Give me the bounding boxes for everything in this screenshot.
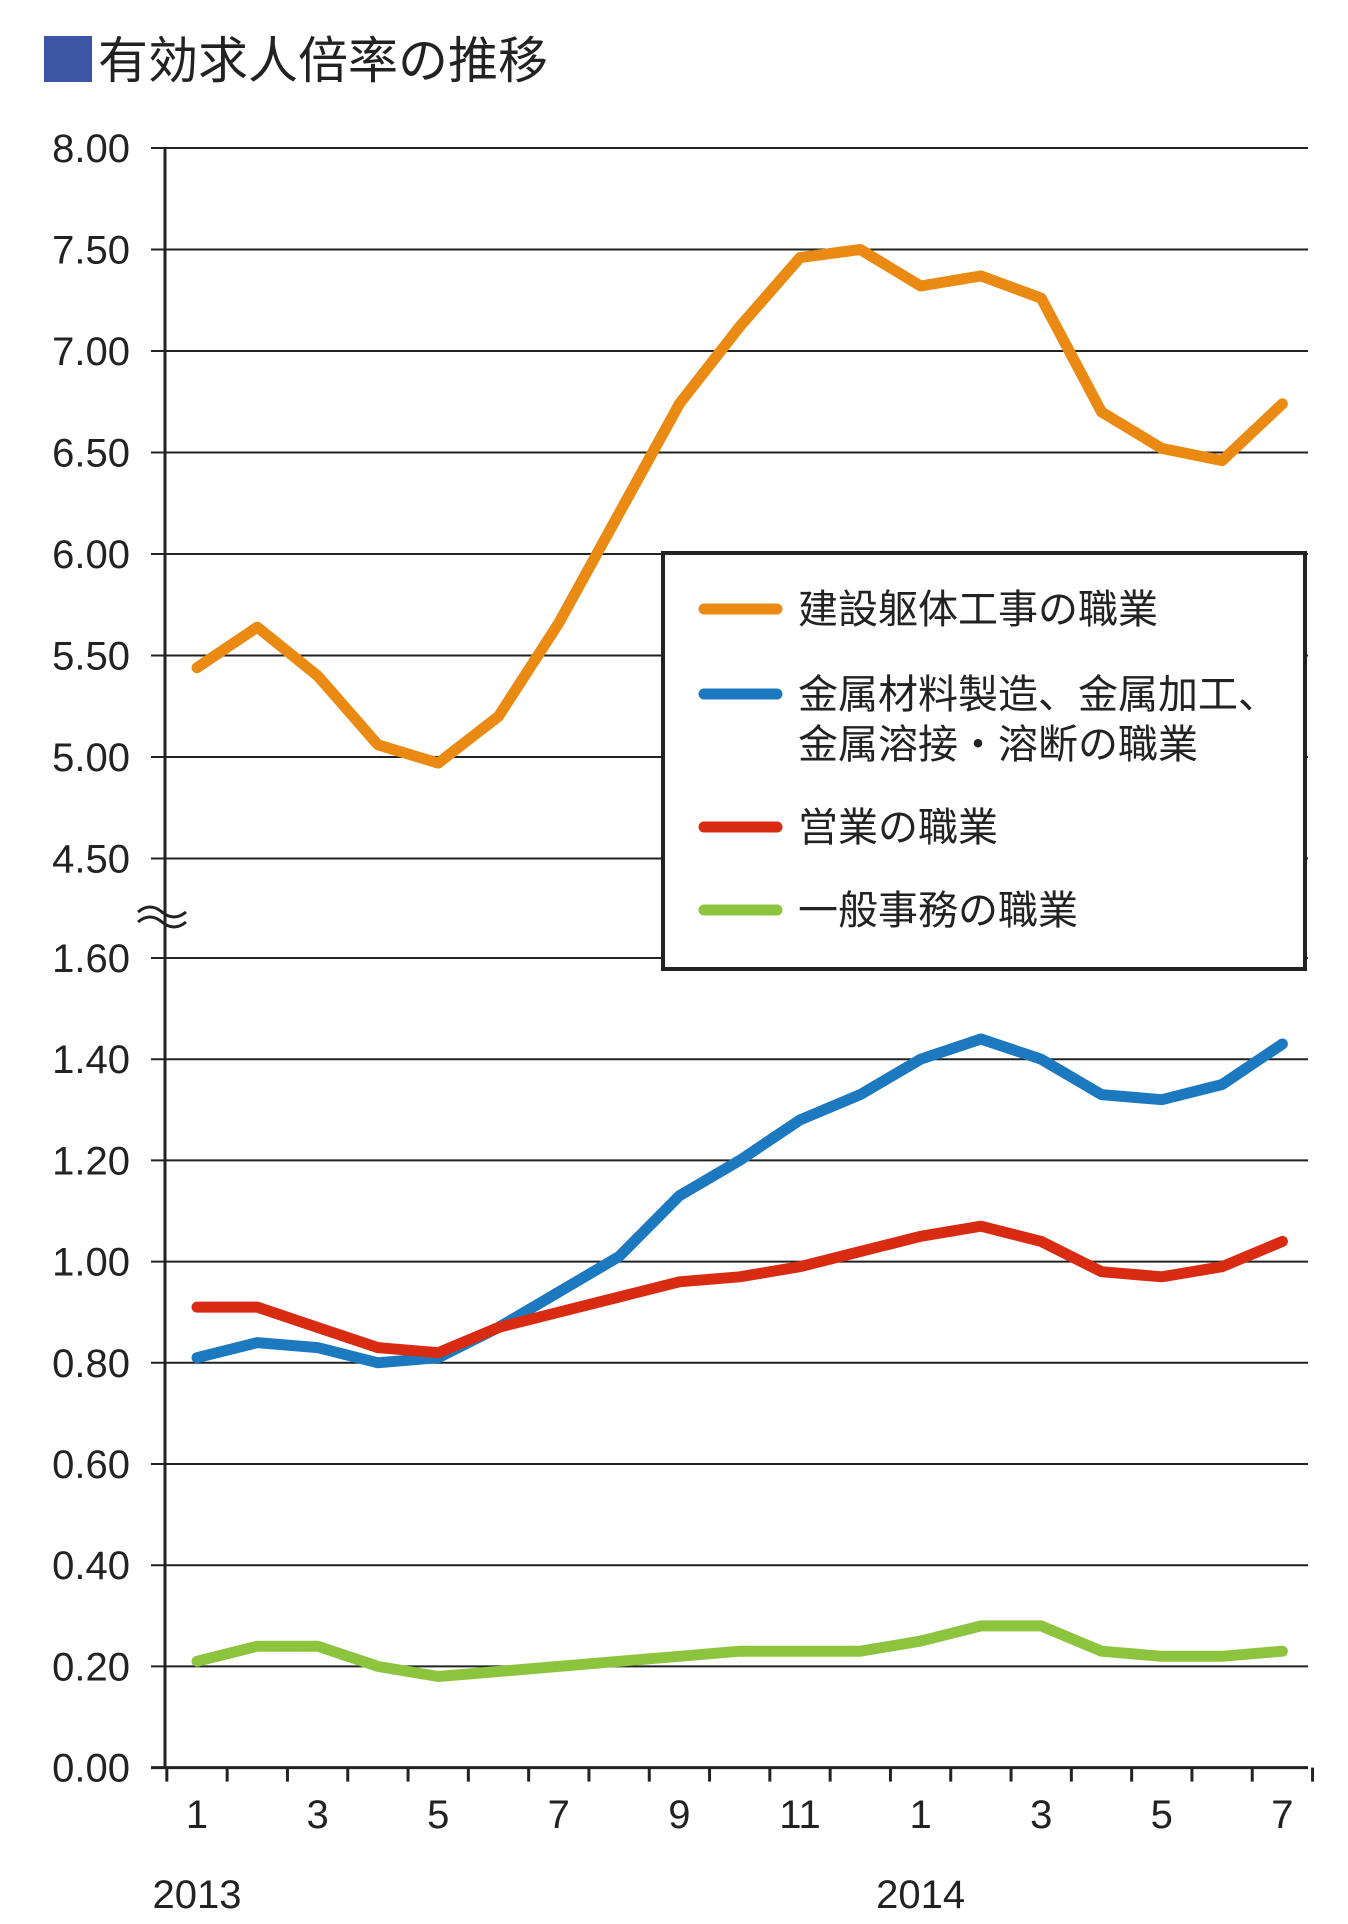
y-tick-label: 1.00	[52, 1241, 130, 1285]
x-year-label: 2013	[153, 1873, 242, 1917]
x-tick-label: 11	[779, 1793, 821, 1837]
y-tick-label: 8.00	[52, 127, 130, 171]
y-tick-label: 4.50	[52, 838, 130, 882]
x-tick-label: 7	[548, 1793, 570, 1837]
legend-label: 金属材料製造、金属加工、金属溶接・溶断の職業	[798, 672, 1278, 768]
y-tick-label: 1.20	[52, 1139, 130, 1183]
y-tick-label: 5.50	[52, 635, 130, 679]
series-line-3	[191, 1220, 1288, 1359]
series-line-2	[191, 1033, 1288, 1369]
x-tick-label: 3	[1030, 1793, 1052, 1837]
legend-label-line: 金属材料製造、金属加工、	[798, 672, 1278, 718]
title-marker	[44, 36, 92, 82]
axis-break-icon	[137, 905, 187, 929]
legend-label-line: 建設躯体工事の職業	[798, 587, 1158, 633]
legend: 建設躯体工事の職業金属材料製造、金属加工、金属溶接・溶断の職業営業の職業一般事務…	[661, 551, 1307, 971]
legend-label-line: 一般事務の職業	[798, 888, 1078, 934]
x-tick-label: 1	[186, 1793, 208, 1837]
x-tick-label: 5	[1151, 1793, 1173, 1837]
y-tick-label: 7.50	[52, 229, 130, 273]
series-line-4	[191, 1620, 1288, 1682]
legend-label-line: 金属溶接・溶断の職業	[798, 722, 1198, 768]
legend-label-line: 営業の職業	[798, 805, 998, 851]
y-tick-label: 6.00	[52, 533, 130, 577]
x-tick-label: 3	[306, 1793, 328, 1837]
series-layer	[191, 244, 1288, 1682]
x-tick-label: 9	[668, 1793, 690, 1837]
legend-label: 営業の職業	[798, 805, 998, 851]
chart-title: 有効求人倍率の推移	[98, 32, 548, 90]
y-tick-label: 7.00	[52, 330, 130, 374]
y-tick-label: 0.80	[52, 1342, 130, 1386]
y-tick-label: 5.00	[52, 736, 130, 780]
legend-label: 一般事務の職業	[798, 888, 1078, 934]
legend-box	[661, 551, 1307, 971]
y-tick-label: 6.50	[52, 432, 130, 476]
y-tick-labels: 8.00 7.50 7.00 6.50 6.00 5.50 5.00 4.50 1.60 1.40…	[52, 127, 130, 1791]
axes	[151, 148, 1315, 1782]
x-tick-label: 7	[1271, 1793, 1293, 1837]
y-tick-label: 0.20	[52, 1645, 130, 1689]
x-tick-label: 1	[909, 1793, 931, 1837]
x-tick-label: 5	[427, 1793, 449, 1837]
series-line-1	[191, 244, 1288, 769]
y-tick-label: 1.40	[52, 1038, 130, 1082]
y-tick-label: 0.00	[52, 1747, 130, 1791]
x-year-label: 2014	[876, 1873, 965, 1917]
legend-label: 建設躯体工事の職業	[798, 587, 1158, 633]
y-tick-label: 1.60	[52, 937, 130, 981]
y-tick-label: 0.40	[52, 1544, 130, 1588]
y-tick-label: 0.60	[52, 1443, 130, 1487]
